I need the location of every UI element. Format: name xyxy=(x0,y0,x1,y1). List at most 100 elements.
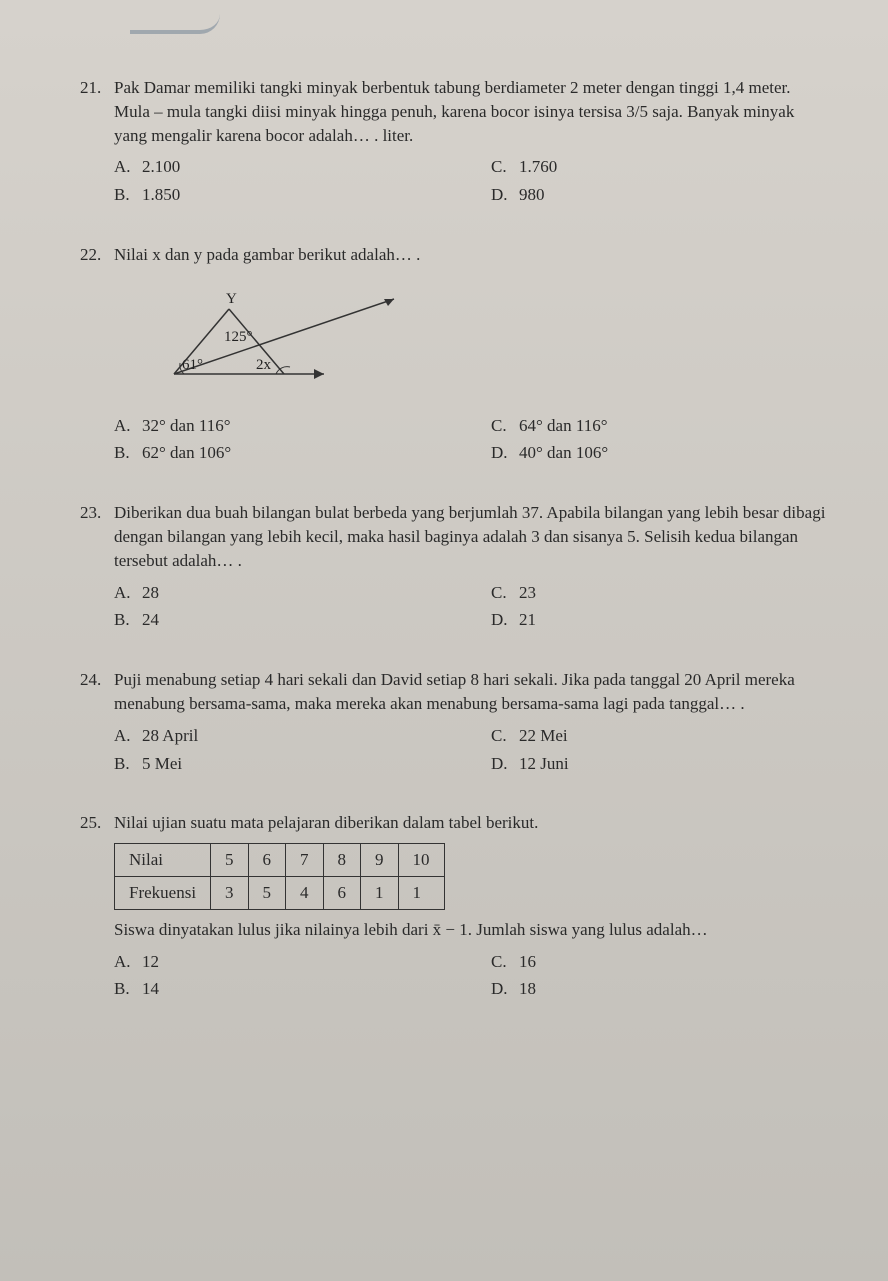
question-text-after: Siswa dinyatakan lulus jika nilainya leb… xyxy=(114,918,828,942)
question-25: 25. Nilai ujian suatu mata pelajaran dib… xyxy=(80,811,828,1001)
table-cell: 3 xyxy=(211,876,249,909)
question-22: 22. Nilai x dan y pada gambar berikut ad… xyxy=(80,243,828,465)
option-value: 980 xyxy=(519,183,545,207)
question-number: 23. xyxy=(80,501,114,632)
option-C: C. 64° dan 116° xyxy=(491,414,828,438)
option-label: C. xyxy=(491,155,511,179)
option-B: B. 5 Mei xyxy=(114,752,451,776)
question-text: Puji menabung setiap 4 hari sekali dan D… xyxy=(114,668,828,716)
question-23: 23. Diberikan dua buah bilangan bulat be… xyxy=(80,501,828,632)
option-value: 22 Mei xyxy=(519,724,568,748)
option-D: D. 980 xyxy=(491,183,828,207)
question-number: 21. xyxy=(80,76,114,207)
option-value: 18 xyxy=(519,977,536,1001)
option-C: C. 1.760 xyxy=(491,155,828,179)
question-text: Diberikan dua buah bilangan bulat berbed… xyxy=(114,501,828,572)
option-value: 28 xyxy=(142,581,159,605)
option-value: 21 xyxy=(519,608,536,632)
option-C: C. 23 xyxy=(491,581,828,605)
option-B: B. 24 xyxy=(114,608,451,632)
option-C: C. 22 Mei xyxy=(491,724,828,748)
option-label: A. xyxy=(114,414,134,438)
option-label: C. xyxy=(491,950,511,974)
option-label: C. xyxy=(491,724,511,748)
option-label: D. xyxy=(491,183,511,207)
option-label: D. xyxy=(491,441,511,465)
triangle-figure: Y 125° 61° 2x xyxy=(144,279,828,406)
table-cell: 10 xyxy=(398,844,444,877)
option-A: A. 32° dan 116° xyxy=(114,414,451,438)
score-table: Nilai 5 6 7 8 9 10 Frekuensi 3 5 4 6 xyxy=(114,843,445,910)
option-value: 1.760 xyxy=(519,155,557,179)
option-label: C. xyxy=(491,414,511,438)
option-value: 24 xyxy=(142,608,159,632)
table-cell: 9 xyxy=(361,844,399,877)
option-value: 62° dan 106° xyxy=(142,441,231,465)
option-value: 23 xyxy=(519,581,536,605)
option-label: B. xyxy=(114,752,134,776)
table-cell: 6 xyxy=(323,876,361,909)
table-header: Frekuensi xyxy=(115,876,211,909)
option-value: 5 Mei xyxy=(142,752,182,776)
option-label: A. xyxy=(114,581,134,605)
figure-label-61: 61° xyxy=(182,357,203,373)
option-value: 2.100 xyxy=(142,155,180,179)
option-D: D. 40° dan 106° xyxy=(491,441,828,465)
option-value: 40° dan 106° xyxy=(519,441,608,465)
option-label: B. xyxy=(114,441,134,465)
option-B: B. 62° dan 106° xyxy=(114,441,451,465)
question-text: Nilai x dan y pada gambar berikut adalah… xyxy=(114,243,828,267)
option-value: 12 Juni xyxy=(519,752,569,776)
option-C: C. 16 xyxy=(491,950,828,974)
table-header: Nilai xyxy=(115,844,211,877)
option-label: A. xyxy=(114,724,134,748)
option-label: B. xyxy=(114,977,134,1001)
option-D: D. 21 xyxy=(491,608,828,632)
question-number: 24. xyxy=(80,668,114,775)
option-label: A. xyxy=(114,155,134,179)
option-label: A. xyxy=(114,950,134,974)
option-label: D. xyxy=(491,752,511,776)
option-value: 32° dan 116° xyxy=(142,414,231,438)
option-A: A. 2.100 xyxy=(114,155,451,179)
question-text: Pak Damar memiliki tangki minyak berbent… xyxy=(114,76,828,147)
option-D: D. 18 xyxy=(491,977,828,1001)
option-label: C. xyxy=(491,581,511,605)
logo-fragment xyxy=(130,0,220,34)
question-text: Nilai ujian suatu mata pelajaran diberik… xyxy=(114,811,828,835)
option-label: D. xyxy=(491,977,511,1001)
option-value: 12 xyxy=(142,950,159,974)
option-A: A. 28 xyxy=(114,581,451,605)
table-cell: 5 xyxy=(211,844,249,877)
question-number: 22. xyxy=(80,243,114,465)
table-cell: 8 xyxy=(323,844,361,877)
table-cell: 1 xyxy=(361,876,399,909)
option-D: D. 12 Juni xyxy=(491,752,828,776)
question-21: 21. Pak Damar memiliki tangki minyak ber… xyxy=(80,76,828,207)
figure-label-125: 125° xyxy=(224,329,253,345)
figure-label-2x: 2x xyxy=(256,357,272,373)
table-row: Frekuensi 3 5 4 6 1 1 xyxy=(115,876,445,909)
question-24: 24. Puji menabung setiap 4 hari sekali d… xyxy=(80,668,828,775)
option-value: 64° dan 116° xyxy=(519,414,608,438)
option-B: B. 1.850 xyxy=(114,183,451,207)
figure-label-Y: Y xyxy=(226,291,237,307)
option-label: B. xyxy=(114,608,134,632)
option-B: B. 14 xyxy=(114,977,451,1001)
table-row: Nilai 5 6 7 8 9 10 xyxy=(115,844,445,877)
table-cell: 7 xyxy=(286,844,324,877)
option-value: 1.850 xyxy=(142,183,180,207)
table-cell: 1 xyxy=(398,876,444,909)
option-value: 28 April xyxy=(142,724,198,748)
option-A: A. 28 April xyxy=(114,724,451,748)
table-cell: 6 xyxy=(248,844,286,877)
option-label: D. xyxy=(491,608,511,632)
table-cell: 4 xyxy=(286,876,324,909)
option-A: A. 12 xyxy=(114,950,451,974)
option-value: 16 xyxy=(519,950,536,974)
question-number: 25. xyxy=(80,811,114,1001)
page-bottom-space xyxy=(80,1001,828,1201)
table-cell: 5 xyxy=(248,876,286,909)
option-label: B. xyxy=(114,183,134,207)
option-value: 14 xyxy=(142,977,159,1001)
